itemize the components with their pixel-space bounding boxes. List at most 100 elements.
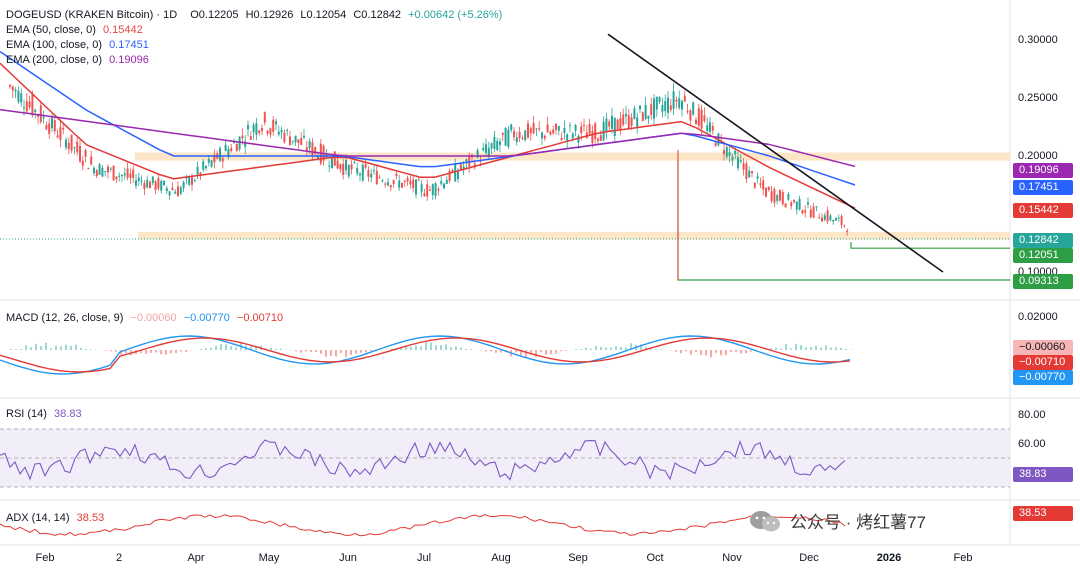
macd-hist-bar [340,350,342,353]
candle-body [644,105,647,120]
macd-hist-bar [220,344,222,350]
candle-body [93,167,95,174]
candle-body [809,209,812,218]
macd-hist-bar [740,350,742,354]
candle-body [129,173,132,178]
candle-body [213,154,216,163]
candle-body [345,160,347,171]
candle-body [17,90,20,102]
candle-body [804,210,807,213]
candle-body [490,143,493,149]
macd-hist-bar [470,349,472,350]
candle-body [392,180,395,184]
candle-body [387,182,389,186]
candle-body [199,172,202,176]
ema200-value: 0.19096 [109,54,149,66]
candle-body [641,112,644,121]
macd-hist-bar [675,350,677,352]
candle-body [62,127,65,130]
candle-body [373,169,375,171]
candle-body [193,180,196,182]
rsi-title: RSI (14) [6,408,47,420]
watermark: 公众号 · 烤红薯77 [748,508,926,533]
macd-hist-bar [540,350,542,353]
candle-body [118,175,121,177]
macd-hist-bar [360,350,362,353]
ema200-legend[interactable]: EMA (200, close, 0) 0.19096 [6,53,149,68]
rsi-legend[interactable]: RSI (14) 38.83 [6,408,82,420]
resistance-zone [135,152,1010,161]
macd-hist-bar [480,350,482,351]
candle-body [473,163,476,168]
macd-hist-bar [365,350,367,353]
macd-hist-bar [15,349,17,350]
candle-body [770,191,773,201]
trendline [607,33,944,273]
symbol-name[interactable]: DOGEUSD (KRAKEN Bitcoin) [6,9,154,21]
macd-axis-tick: 0.02000 [1018,311,1058,323]
candle-body [686,110,689,112]
candle-body [683,95,686,102]
macd-hist-bar [605,347,607,350]
candle-body [359,173,361,176]
candle-body [695,119,697,125]
level-line-2 [677,160,1010,281]
candle-body [123,173,126,176]
adx-title: ADX (14, 14) [6,512,70,524]
ema50-legend[interactable]: EMA (50, close, 0) 0.15442 [6,23,143,38]
rsi-axis-tick: 60.00 [1018,438,1046,450]
macd-hist-bar [595,345,597,350]
macd-hist-bar [95,349,97,350]
macd-hist-bar [830,347,832,350]
candle-body [423,193,426,197]
candle-body [331,157,333,168]
macd-hist-bar [350,350,352,355]
macd-hist-bar [620,346,622,350]
candle-body [510,124,513,131]
candle-body [734,150,737,155]
candle-body [728,151,731,157]
macd-hist-bar [585,347,587,350]
macd-legend[interactable]: MACD (12, 26, close, 9) −0.00060 −0.0077… [6,312,283,324]
adx-legend[interactable]: ADX (14, 14) 38.53 [6,512,104,524]
ema-line-200 [0,108,856,168]
macd-hist-value: −0.00060 [130,312,177,324]
macd-hist-bar [715,350,717,353]
candle-body [311,142,314,156]
candle-body [303,135,305,138]
level-badge-1: 0.12051 [1013,248,1073,263]
macd-hist-bar [335,350,337,357]
macd-hist-bar [810,346,812,350]
candle-body [443,183,445,189]
candle-body [417,179,420,181]
macd-hist-bar [45,342,47,350]
macd-hist-bar [60,346,62,350]
candle-body [521,137,524,139]
candle-body [787,193,790,200]
interval[interactable]: 1D [163,9,178,21]
candle-body [283,132,286,143]
candle-body [532,123,535,134]
macd-hist-bar [725,350,727,356]
candle-body [518,131,521,139]
candle-body [378,177,381,179]
candle-body [224,144,227,151]
x-tick: Apr [187,552,205,564]
candle-body [807,202,809,205]
macd-hist-bar [515,350,517,353]
macd-hist-bar [535,350,537,358]
candle-body [448,170,451,181]
candle-body [541,132,543,139]
candle-body [832,219,835,222]
macd-hist-bar [20,349,22,350]
high-value: H0.12926 [245,9,294,21]
macd-hist-bar [205,348,207,350]
candle-body [784,203,787,208]
macd-hist-bar [270,347,272,350]
ema100-legend[interactable]: EMA (100, close, 0) 0.17451 [6,38,149,53]
macd-hist-bar [560,350,562,352]
macd-hist-bar [845,349,847,350]
candle-body [263,112,266,123]
candle-body [249,136,252,140]
adx-line [0,514,846,537]
